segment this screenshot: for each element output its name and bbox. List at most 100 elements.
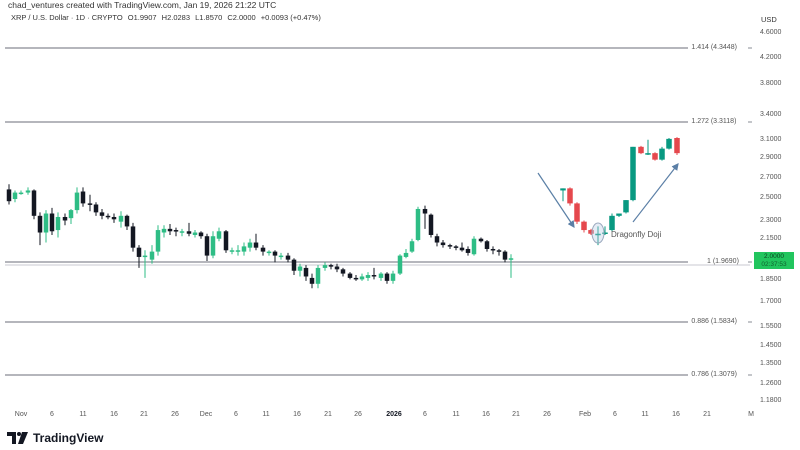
fib-level-label: 1.414 (4.3448) (691, 44, 737, 51)
time-tick: 11 (452, 411, 460, 418)
fib-level-label: 1 (1.9690) (707, 258, 739, 265)
price-tick: 2.5000 (760, 194, 782, 201)
bearish-candle (434, 236, 440, 243)
bearish-candle (80, 191, 86, 204)
time-tick: 16 (482, 411, 490, 418)
fib-level-label: 0.886 (1.5834) (691, 318, 737, 325)
time-tick: 21 (324, 411, 332, 418)
chart-credit: chad_ventures created with TradingView.c… (8, 0, 277, 10)
bullish-candle (645, 153, 651, 155)
bullish-candle (297, 266, 303, 271)
bearish-candle (167, 228, 173, 232)
price-tick: 2.7000 (760, 174, 782, 181)
time-tick: 11 (79, 411, 87, 418)
bullish-candle (315, 267, 321, 284)
tradingview-logo[interactable]: TradingView (7, 431, 103, 445)
bearish-candle (198, 232, 204, 237)
bearish-candle (652, 153, 658, 160)
bearish-candle (340, 269, 346, 274)
bearish-candle (49, 213, 55, 232)
time-tick: 16 (672, 411, 680, 418)
bearish-candle (638, 146, 644, 154)
price-tick: 1.7000 (760, 298, 782, 305)
bearish-candle (285, 255, 291, 260)
bearish-candle (204, 236, 210, 256)
time-tick: 11 (262, 411, 270, 418)
bullish-candle (630, 146, 636, 201)
bearish-candle (347, 273, 353, 278)
ohlc-change: +0.0093 (+0.47%) (260, 13, 321, 22)
bullish-candle (415, 208, 421, 240)
bullish-candle (616, 213, 622, 216)
bullish-candle (179, 231, 185, 233)
bullish-candle (390, 273, 396, 281)
bearish-candle (384, 273, 390, 281)
price-tick: 2.3000 (760, 217, 782, 224)
bearish-candle (334, 266, 340, 270)
price-tick: 1.3500 (760, 360, 782, 367)
bullish-candle (560, 188, 566, 191)
time-tick: 26 (171, 411, 179, 418)
up-arrow-icon (632, 163, 679, 223)
bearish-candle (111, 216, 117, 220)
time-tick: 16 (110, 411, 118, 418)
bearish-candle (99, 212, 105, 216)
time-tick: 21 (140, 411, 148, 418)
symbol-legend: XRP / U.S. Dollar · 1D · CRYPTO O1.9907 … (11, 13, 324, 22)
bearish-candle (260, 247, 266, 252)
price-tick: 3.1000 (760, 136, 782, 143)
bullish-candle (12, 192, 18, 200)
bullish-candle (192, 232, 198, 235)
bullish-candle (68, 210, 74, 219)
time-tick: 26 (543, 411, 551, 418)
bearish-candle (173, 230, 179, 232)
bearish-candle (581, 221, 587, 231)
price-tick: 2.9000 (760, 154, 782, 161)
price-tick: 3.4000 (760, 111, 782, 118)
bullish-candle (403, 252, 409, 257)
fib-level-label: 1.272 (3.3118) (691, 118, 737, 125)
bullish-candle (359, 276, 365, 280)
bullish-candle (659, 148, 665, 160)
bullish-candle (666, 138, 672, 149)
time-tick: 11 (641, 411, 649, 418)
time-tick: Feb (578, 411, 592, 418)
fib-level-label: 0.786 (1.3079) (691, 371, 737, 378)
bearish-candle (353, 277, 359, 280)
bullish-candle (210, 236, 216, 256)
bullish-candle (74, 192, 80, 211)
ohlc-open: O1.9907 (127, 13, 157, 22)
bullish-candle (409, 241, 415, 252)
bearish-candle (428, 214, 434, 235)
price-tick: 1.1800 (760, 397, 782, 404)
bullish-candle (397, 255, 403, 274)
bearish-candle (62, 216, 68, 221)
bullish-candle (25, 190, 31, 193)
bearish-candle (422, 208, 428, 214)
bullish-candle (155, 230, 161, 252)
bearish-candle (465, 248, 471, 253)
bearish-candle (490, 248, 496, 251)
symbol-name[interactable]: XRP / U.S. Dollar · 1D · CRYPTO (11, 13, 123, 22)
price-tick: 1.5500 (760, 323, 782, 330)
bullish-candle (609, 215, 615, 231)
bearish-candle (253, 242, 259, 248)
bearish-candle (502, 251, 508, 260)
bearish-candle (87, 203, 93, 205)
price-tick: 4.2000 (760, 54, 782, 61)
time-tick: 26 (354, 411, 362, 418)
price-tick: 2.1500 (760, 235, 782, 242)
bearish-candle (674, 138, 680, 154)
ohlc-close: C2.0000 (227, 13, 256, 22)
bearish-candle (484, 241, 490, 249)
time-tick: Dec (199, 411, 213, 418)
bearish-candle (124, 215, 130, 227)
bullish-candle (322, 265, 328, 268)
bar-countdown: 02:37:53 (761, 261, 787, 268)
current-price-tag: 2.0000 02:37:53 (754, 252, 794, 269)
bearish-candle (453, 246, 459, 248)
bullish-candle (43, 213, 49, 233)
bearish-candle (371, 275, 377, 277)
price-tick: 4.6000 (760, 29, 782, 36)
